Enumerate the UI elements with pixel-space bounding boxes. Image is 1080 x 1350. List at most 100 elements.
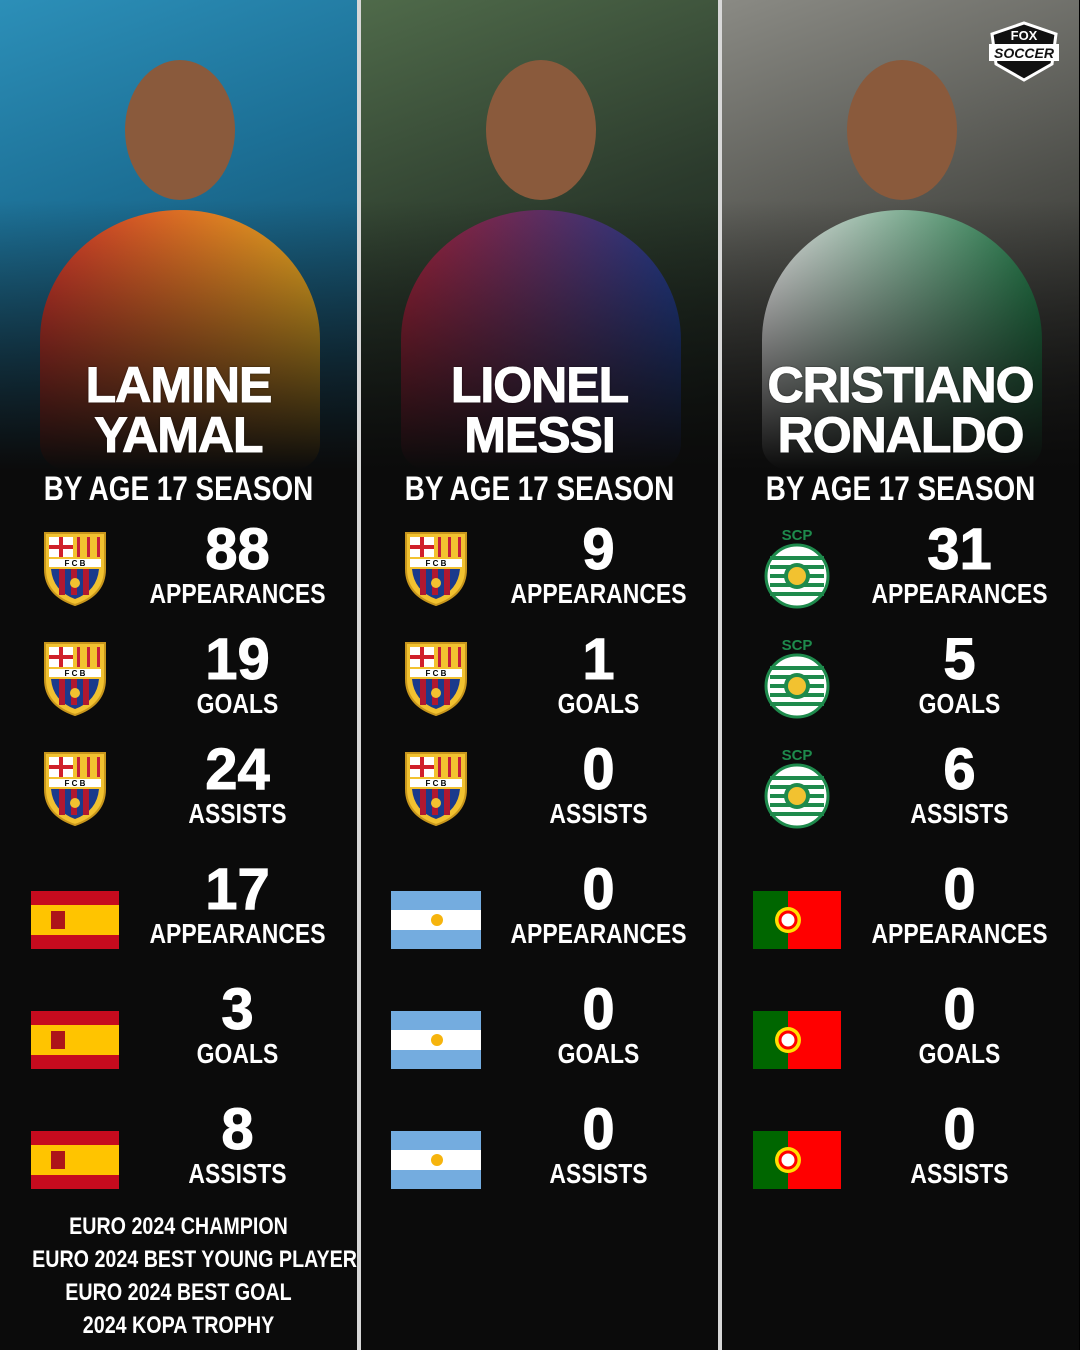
stat-label: ASSISTS xyxy=(910,798,1009,829)
player-name-line2: YAMAL xyxy=(94,407,264,463)
stat-value: 31 xyxy=(927,517,993,582)
player-photo xyxy=(722,0,1079,470)
honor-item: EURO 2024 BEST GOAL xyxy=(65,1279,292,1306)
stat-value: 0 xyxy=(582,977,615,1042)
stat-value: 0 xyxy=(582,737,615,802)
stat-value: 17 xyxy=(205,857,271,922)
stat-label: ASSISTS xyxy=(549,798,648,829)
subtitle: BY AGE 17 SEASON xyxy=(43,470,314,508)
player-name-line1: CRISTIANO xyxy=(767,357,1035,413)
spain-flag-icon xyxy=(30,1000,120,1080)
fc-barcelona-crest-icon: F C B xyxy=(30,638,120,718)
stat-value: 9 xyxy=(582,517,615,582)
honors-list: EURO 2024 CHAMPION EURO 2024 BEST YOUNG P… xyxy=(0,1210,357,1342)
stat-value: 6 xyxy=(943,737,976,802)
sporting-cp-crest-icon: SCP xyxy=(752,637,842,719)
svg-text:F C B: F C B xyxy=(65,669,86,678)
fc-barcelona-crest-icon: F C B xyxy=(30,528,120,608)
stat-row: 0 GOALS xyxy=(722,979,1079,1088)
stat-value: 88 xyxy=(205,517,271,582)
stat-label: APPEARANCES xyxy=(510,918,687,949)
stat-label: ASSISTS xyxy=(910,1158,1009,1189)
stat-value: 0 xyxy=(943,977,976,1042)
player-column: CRISTIANO RONALDO BY AGE 17 SEASON SCP 31 APP… xyxy=(722,0,1079,1350)
spain-flag-icon xyxy=(30,880,120,960)
svg-text:SOCCER: SOCCER xyxy=(994,45,1055,61)
subtitle: BY AGE 17 SEASON xyxy=(404,470,675,508)
player-name-line2: MESSI xyxy=(464,407,617,463)
fox-soccer-logo: FOX SOCCER xyxy=(989,21,1059,82)
stat-value: 3 xyxy=(221,977,254,1042)
argentina-flag-icon xyxy=(391,880,481,960)
sporting-cp-crest-icon: SCP xyxy=(752,747,842,829)
subtitle: BY AGE 17 SEASON xyxy=(765,470,1036,508)
honor-item: EURO 2024 CHAMPION xyxy=(69,1213,288,1240)
stat-value: 1 xyxy=(582,627,615,692)
stat-label: GOALS xyxy=(918,1038,1001,1069)
svg-text:F C B: F C B xyxy=(426,559,447,568)
stat-row: 0 ASSISTS xyxy=(361,1099,718,1208)
stat-label: ASSISTS xyxy=(188,1158,287,1189)
fc-barcelona-crest-icon: F C B xyxy=(391,528,481,608)
stat-label: ASSISTS xyxy=(549,1158,648,1189)
stat-row: 0 APPEARANCES xyxy=(722,859,1079,968)
svg-text:SCP: SCP xyxy=(782,527,813,544)
player-column: LAMINE YAMAL BY AGE 17 SEASON F C B 88 APPEAR… xyxy=(0,0,357,1350)
stat-label: GOALS xyxy=(196,688,279,719)
stat-label: GOALS xyxy=(918,688,1001,719)
stat-label: GOALS xyxy=(557,1038,640,1069)
player-column: LIONEL MESSI BY AGE 17 SEASON F C B 9 APPEARA… xyxy=(361,0,718,1350)
stat-row: SCP 5 GOALS xyxy=(722,629,1079,738)
svg-text:F C B: F C B xyxy=(65,559,86,568)
stat-row: 0 ASSISTS xyxy=(722,1099,1079,1208)
stat-row: 3 GOALS xyxy=(0,979,357,1088)
stat-label: GOALS xyxy=(557,688,640,719)
stat-row: F C B 1 GOALS xyxy=(361,629,718,738)
portugal-flag-icon xyxy=(752,1120,842,1200)
stat-row: 17 APPEARANCES xyxy=(0,859,357,968)
stat-label: APPEARANCES xyxy=(871,578,1048,609)
svg-text:FOX: FOX xyxy=(1011,28,1038,43)
player-head-silhouette xyxy=(125,60,235,200)
stat-value: 8 xyxy=(221,1097,254,1162)
fc-barcelona-crest-icon: F C B xyxy=(30,748,120,828)
stat-value: 0 xyxy=(582,857,615,922)
svg-text:F C B: F C B xyxy=(65,779,86,788)
stat-value: 0 xyxy=(582,1097,615,1162)
player-name-line2: RONALDO xyxy=(777,407,1025,463)
stat-row: F C B 0 ASSISTS xyxy=(361,739,718,848)
svg-text:F C B: F C B xyxy=(426,779,447,788)
player-photo xyxy=(0,0,357,470)
player-name: CRISTIANO RONALDO xyxy=(722,357,1079,463)
sporting-cp-crest-icon: SCP xyxy=(752,527,842,609)
player-head-silhouette xyxy=(486,60,596,200)
honor-item: EURO 2024 BEST YOUNG PLAYER xyxy=(32,1246,357,1273)
stat-label: APPEARANCES xyxy=(149,918,326,949)
stat-row: F C B 9 APPEARANCES xyxy=(361,519,718,628)
argentina-flag-icon xyxy=(391,1000,481,1080)
player-name-line1: LAMINE xyxy=(85,357,273,413)
portugal-flag-icon xyxy=(752,1000,842,1080)
stat-value: 0 xyxy=(943,1097,976,1162)
argentina-flag-icon xyxy=(391,1120,481,1200)
svg-text:F C B: F C B xyxy=(426,669,447,678)
player-photo xyxy=(361,0,718,470)
column-divider xyxy=(357,0,361,1350)
stat-row: F C B 88 APPEARANCES xyxy=(0,519,357,628)
stat-value: 0 xyxy=(943,857,976,922)
stat-label: APPEARANCES xyxy=(149,578,326,609)
stat-row: 0 GOALS xyxy=(361,979,718,1088)
stat-row: SCP 6 ASSISTS xyxy=(722,739,1079,848)
stat-label: GOALS xyxy=(196,1038,279,1069)
player-name-line1: LIONEL xyxy=(450,357,629,413)
fc-barcelona-crest-icon: F C B xyxy=(391,748,481,828)
portugal-flag-icon xyxy=(752,880,842,960)
svg-text:SCP: SCP xyxy=(782,747,813,764)
stat-label: APPEARANCES xyxy=(871,918,1048,949)
spain-flag-icon xyxy=(30,1120,120,1200)
svg-text:SCP: SCP xyxy=(782,637,813,654)
stat-value: 19 xyxy=(205,627,271,692)
column-divider xyxy=(718,0,722,1350)
stat-row: SCP 31 APPEARANCES xyxy=(722,519,1079,628)
stat-row: F C B 24 ASSISTS xyxy=(0,739,357,848)
